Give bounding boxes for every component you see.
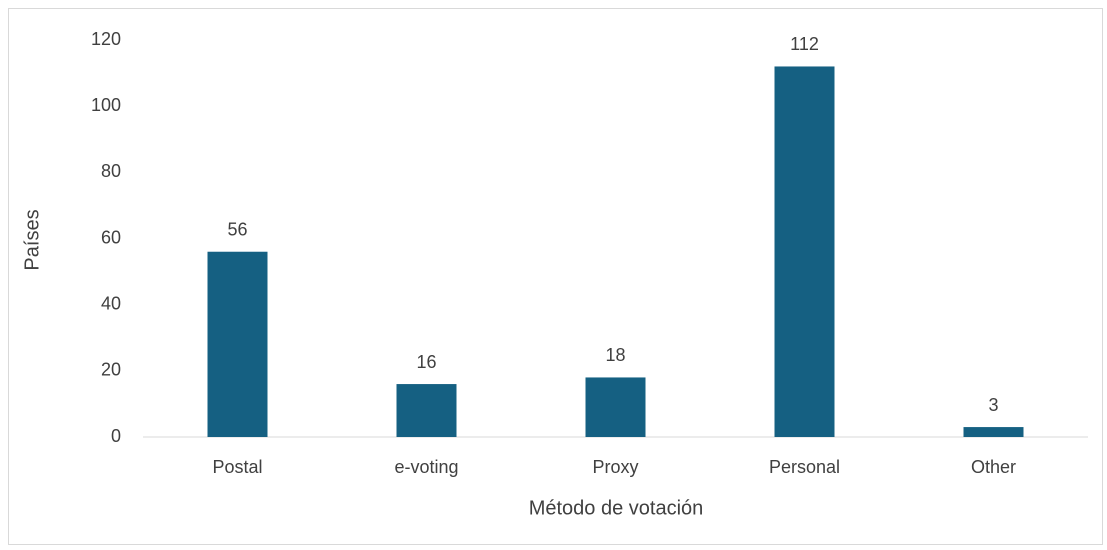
data-label: 3 [988, 395, 998, 415]
x-tick-label: Postal [212, 457, 262, 477]
y-tick-label: 20 [101, 360, 121, 380]
chart-border [8, 8, 1103, 545]
data-label: 18 [605, 345, 625, 365]
bar [963, 427, 1024, 437]
bar [774, 66, 835, 437]
y-tick-label: 100 [91, 95, 121, 115]
bar [396, 384, 457, 437]
x-tick-label: Personal [769, 457, 840, 477]
y-tick-label: 0 [111, 426, 121, 446]
x-axis-title: Método de votación [529, 497, 704, 519]
y-tick-label: 40 [101, 293, 121, 313]
x-tick-label: Proxy [592, 457, 638, 477]
x-tick-label: e-voting [394, 457, 458, 477]
x-tick-label: Other [971, 457, 1016, 477]
data-label: 112 [790, 34, 819, 54]
y-tick-label: 80 [101, 161, 121, 181]
y-tick-label: 60 [101, 227, 121, 247]
bar [207, 251, 268, 437]
bar [585, 377, 646, 437]
y-axis-title: Países [21, 209, 43, 270]
data-label: 56 [227, 219, 247, 239]
data-label: 16 [416, 352, 436, 372]
y-tick-label: 120 [91, 29, 121, 49]
